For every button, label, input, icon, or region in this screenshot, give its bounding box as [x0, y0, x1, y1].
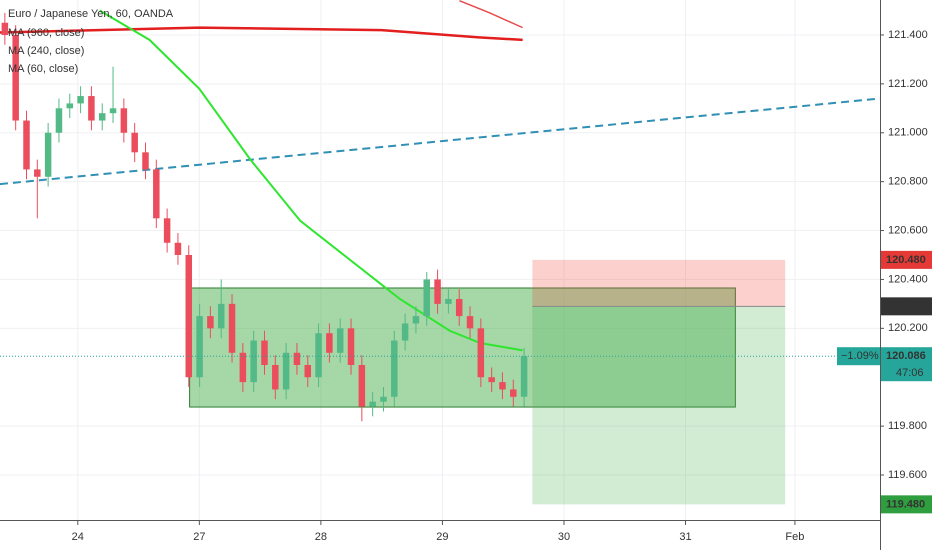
stop-zone [532, 259, 786, 307]
candle-body [423, 279, 430, 317]
candle-body [358, 365, 366, 407]
candle-body [347, 328, 355, 366]
x-tick-label: 31 [679, 531, 691, 543]
chart-title: Euro / Japanese Yen, 60, OANDA [8, 8, 174, 20]
candle-body [466, 316, 474, 329]
candle-body [261, 340, 268, 366]
candle-body [391, 340, 398, 397]
y-tick-label: 119.800 [888, 420, 927, 432]
candle-body [1, 22, 9, 35]
candle-body [272, 365, 279, 390]
legend-entry: MA (960, close) [8, 27, 84, 39]
candle-body [477, 328, 485, 378]
candle-body [207, 316, 214, 329]
entry-label: 120.290 [886, 300, 926, 312]
moving-average [99, 9, 523, 352]
candle-body [174, 242, 182, 255]
y-tick-label: 119.600 [888, 469, 927, 481]
y-tick-label: 120.600 [888, 224, 928, 236]
moving-average [459, 0, 523, 29]
candle-body [455, 298, 463, 317]
candle-body [315, 333, 322, 378]
target-label-bg [881, 495, 932, 514]
candle-body [412, 316, 420, 324]
y-tick-label: 121.400 [888, 29, 928, 41]
candle-body [88, 96, 95, 121]
legend-entry: MA (240, close) [8, 45, 84, 57]
candle-body [488, 377, 495, 383]
candle-body [55, 108, 63, 133]
candle-body [109, 108, 117, 114]
candle-body [520, 356, 528, 397]
entry-label-bg [881, 297, 932, 316]
x-tick-label: Feb [785, 531, 804, 543]
candle-body [217, 303, 225, 329]
y-tick-label: 120.800 [888, 176, 928, 188]
candle-body [336, 328, 344, 353]
last-price-label: 120.086 [886, 350, 926, 362]
candle-body [23, 120, 30, 170]
candle-body [12, 34, 19, 121]
x-tick-label: 27 [193, 531, 205, 543]
candle-body [401, 323, 409, 341]
y-tick-label: 120.200 [888, 322, 928, 334]
stop-label: 120.480 [886, 254, 926, 266]
candle-body [142, 152, 149, 170]
candle-body [185, 254, 193, 378]
legend-entry: MA (60, close) [8, 63, 78, 75]
x-tick-label: 24 [72, 531, 84, 543]
candle-body [326, 333, 333, 353]
candle-body [66, 103, 74, 109]
candle-body [153, 169, 160, 219]
candle-body [196, 316, 203, 378]
y-tick-label: 121.000 [888, 127, 928, 139]
countdown-label: 47:06 [896, 367, 924, 379]
candle-body [34, 169, 41, 177]
change-bg [837, 347, 880, 366]
candle-body [499, 382, 506, 390]
candle-body [131, 132, 138, 153]
change-label: −1.09% [841, 350, 879, 362]
last-price-bg [881, 347, 932, 382]
candle-body [120, 108, 128, 133]
candle-body [380, 396, 387, 402]
candle-body [239, 352, 247, 383]
target-label: 119.480 [886, 498, 925, 510]
stop-label-bg [881, 250, 932, 269]
candle-body [293, 352, 301, 366]
candle-body [163, 218, 171, 243]
x-tick-label: 30 [558, 531, 570, 543]
candle-body [434, 279, 441, 304]
x-tick-label: 28 [315, 531, 327, 543]
candle-body [369, 401, 376, 407]
candle-body [228, 303, 236, 353]
y-tick-label: 120.400 [888, 273, 928, 285]
x-tick-label: 29 [436, 531, 448, 543]
candle-body [445, 298, 452, 304]
candle-body [98, 113, 106, 121]
trend-line [0, 97, 881, 186]
candle-body [44, 132, 52, 177]
candle-body [510, 389, 517, 397]
candle-body [250, 340, 257, 383]
candle-body [77, 96, 84, 104]
target-zone [532, 306, 786, 505]
candle-body [304, 365, 312, 378]
candle-body [282, 352, 290, 390]
range-box [189, 287, 736, 408]
y-tick-label: 121.200 [888, 78, 928, 90]
